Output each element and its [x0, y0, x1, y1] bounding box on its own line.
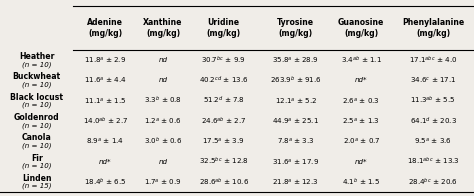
Text: 18.1$^{abc}$ ± 13.3: 18.1$^{abc}$ ± 13.3 — [407, 156, 460, 167]
Text: Phenylalanine
(mg/kg): Phenylalanine (mg/kg) — [402, 18, 465, 38]
Text: Adenine
(mg/kg): Adenine (mg/kg) — [88, 18, 123, 38]
Text: 263.9$^b$ ± 91.6: 263.9$^b$ ± 91.6 — [270, 75, 321, 86]
Text: Heather: Heather — [19, 52, 55, 61]
Text: 28.4$^{bc}$ ± 20.6: 28.4$^{bc}$ ± 20.6 — [408, 176, 458, 188]
Text: (n = 10): (n = 10) — [22, 102, 52, 108]
Text: 12.1$^a$ ± 5.2: 12.1$^a$ ± 5.2 — [274, 96, 317, 106]
Text: 7.8$^a$ ± 3.3: 7.8$^a$ ± 3.3 — [277, 136, 314, 146]
Text: 18.4$^b$ ± 6.5: 18.4$^b$ ± 6.5 — [84, 176, 127, 188]
Text: 11.8$^a$ ± 2.9: 11.8$^a$ ± 2.9 — [84, 55, 127, 65]
Text: Fir: Fir — [31, 154, 43, 163]
Text: Xanthine
(mg/kg): Xanthine (mg/kg) — [143, 18, 183, 38]
Text: 11.1$^a$ ± 1.5: 11.1$^a$ ± 1.5 — [84, 96, 127, 106]
Text: 31.6$^a$ ± 17.9: 31.6$^a$ ± 17.9 — [272, 157, 319, 167]
Text: 8.9$^a$ ± 1.4: 8.9$^a$ ± 1.4 — [86, 136, 125, 146]
Text: 9.5$^a$ ± 3.6: 9.5$^a$ ± 3.6 — [414, 136, 452, 146]
Text: (n = 10): (n = 10) — [22, 61, 52, 68]
Text: 40.2$^{cd}$ ± 13.6: 40.2$^{cd}$ ± 13.6 — [199, 75, 248, 86]
Text: Goldenrod: Goldenrod — [14, 113, 60, 122]
Text: 34.6$^c$ ± 17.1: 34.6$^c$ ± 17.1 — [410, 75, 456, 85]
Text: Black locust: Black locust — [10, 93, 63, 102]
Text: 3.3$^b$ ± 0.8: 3.3$^b$ ± 0.8 — [144, 95, 182, 106]
Text: nd*: nd* — [355, 77, 367, 83]
Text: 2.0$^a$ ± 0.7: 2.0$^a$ ± 0.7 — [343, 136, 380, 146]
Text: nd: nd — [159, 57, 167, 63]
Text: 2.5$^a$ ± 1.3: 2.5$^a$ ± 1.3 — [342, 116, 380, 126]
Text: nd*: nd* — [99, 159, 112, 165]
Text: 44.9$^a$ ± 25.1: 44.9$^a$ ± 25.1 — [272, 116, 319, 126]
Text: 1.7$^a$ ± 0.9: 1.7$^a$ ± 0.9 — [144, 177, 182, 187]
Text: 28.6$^{ab}$ ± 10.6: 28.6$^{ab}$ ± 10.6 — [199, 176, 249, 188]
Text: 14.0$^{ab}$ ± 2.7: 14.0$^{ab}$ ± 2.7 — [83, 115, 128, 127]
Text: 35.8$^a$ ± 28.9: 35.8$^a$ ± 28.9 — [272, 55, 319, 65]
Text: 3.0$^b$ ± 0.6: 3.0$^b$ ± 0.6 — [144, 136, 182, 147]
Text: Canola: Canola — [22, 133, 52, 142]
Text: 64.1$^d$ ± 20.3: 64.1$^d$ ± 20.3 — [410, 115, 457, 127]
Text: 32.5$^{bc}$ ± 12.8: 32.5$^{bc}$ ± 12.8 — [199, 156, 248, 167]
Text: Buckwheat: Buckwheat — [13, 72, 61, 81]
Text: Guanosine
(mg/kg): Guanosine (mg/kg) — [338, 18, 384, 38]
Text: 30.7$^{bc}$ ± 9.9: 30.7$^{bc}$ ± 9.9 — [201, 54, 246, 66]
Text: nd: nd — [159, 77, 167, 83]
Text: Tyrosine
(mg/kg): Tyrosine (mg/kg) — [277, 18, 314, 38]
Text: 51.2$^d$ ± 7.8: 51.2$^d$ ± 7.8 — [203, 95, 245, 106]
Text: nd: nd — [159, 159, 167, 165]
Text: 21.8$^a$ ± 12.3: 21.8$^a$ ± 12.3 — [272, 177, 319, 187]
Text: (n = 15): (n = 15) — [22, 183, 52, 190]
Text: Uridine
(mg/kg): Uridine (mg/kg) — [207, 18, 241, 38]
Text: (n = 10): (n = 10) — [22, 163, 52, 169]
Text: 1.2$^a$ ± 0.6: 1.2$^a$ ± 0.6 — [144, 116, 182, 126]
Text: (n = 10): (n = 10) — [22, 142, 52, 149]
Text: 24.6$^{ab}$ ± 2.7: 24.6$^{ab}$ ± 2.7 — [201, 115, 246, 127]
Text: 17.1$^{abc}$ ± 4.0: 17.1$^{abc}$ ± 4.0 — [409, 54, 457, 66]
Text: 11.3$^{ab}$ ± 5.5: 11.3$^{ab}$ ± 5.5 — [410, 95, 456, 106]
Text: 11.6$^a$ ± 4.4: 11.6$^a$ ± 4.4 — [84, 75, 127, 85]
Text: 2.6$^a$ ± 0.3: 2.6$^a$ ± 0.3 — [342, 96, 380, 106]
Text: nd*: nd* — [355, 159, 367, 165]
Text: 4.1$^b$ ± 1.5: 4.1$^b$ ± 1.5 — [342, 176, 380, 188]
Text: 3.4$^{ab}$ ± 1.1: 3.4$^{ab}$ ± 1.1 — [341, 54, 382, 66]
Text: 17.5$^a$ ± 3.9: 17.5$^a$ ± 3.9 — [202, 136, 245, 146]
Text: Linden: Linden — [22, 174, 52, 183]
Text: (n = 10): (n = 10) — [22, 82, 52, 88]
Text: (n = 10): (n = 10) — [22, 122, 52, 129]
